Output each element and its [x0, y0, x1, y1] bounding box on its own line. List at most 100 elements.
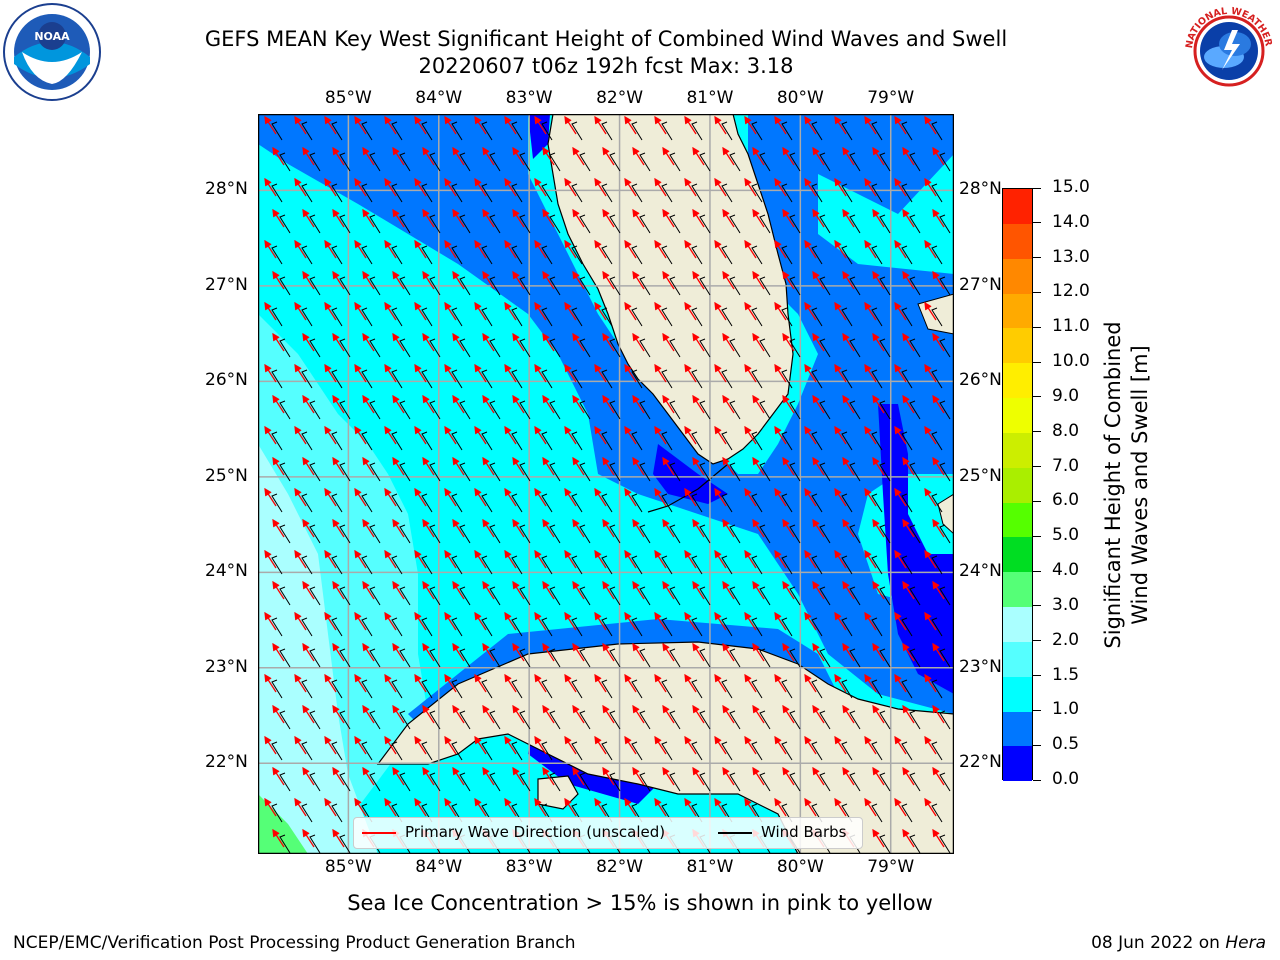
vector-cell [534, 549, 553, 575]
wave-arrow [932, 146, 945, 166]
vector-cell [774, 301, 793, 327]
wave-arrow [654, 115, 667, 135]
lat-label-right: 22°N [959, 752, 1002, 773]
wind-barb [421, 245, 433, 265]
vector-cell [872, 394, 891, 420]
vector-cell [294, 549, 313, 575]
vector-cell [812, 766, 831, 792]
wave-arrow [534, 239, 547, 259]
wind-barb [811, 307, 823, 327]
colorbar-segment [1003, 397, 1032, 433]
wave-arrow [542, 518, 555, 538]
wave-arrow [782, 332, 795, 352]
vector-cell [294, 797, 313, 823]
wind-barb [391, 183, 403, 203]
wave-arrow [534, 363, 547, 383]
wave-arrow [324, 487, 337, 507]
wind-barb [369, 710, 381, 730]
wave-arrow [332, 704, 345, 724]
vector-cell [932, 394, 951, 420]
wave-arrow [482, 642, 495, 662]
vector-cell [872, 642, 891, 668]
wave-arrow [332, 766, 345, 786]
wave-arrow [654, 239, 667, 259]
wave-arrow [354, 115, 367, 135]
wind-barb [571, 617, 583, 637]
wave-arrow [894, 425, 907, 445]
vector-cell [684, 611, 703, 637]
lat-label-left: 26°N [205, 370, 248, 391]
wind-barb [601, 741, 613, 761]
wave-arrow [774, 549, 787, 569]
vector-cell [572, 580, 591, 606]
vector-cell [474, 487, 493, 513]
vector-cell [872, 766, 891, 792]
vector-cell [722, 270, 741, 296]
vector-cell [894, 239, 913, 265]
wave-arrow [414, 425, 427, 445]
wave-arrow [872, 394, 885, 414]
vector-cell [422, 518, 441, 544]
wave-arrow [602, 642, 615, 662]
wind-barb [579, 338, 591, 358]
wave-arrow [902, 146, 915, 166]
wave-arrow [452, 704, 465, 724]
vector-cell [542, 332, 561, 358]
wind-barb [631, 369, 643, 389]
wave-arrow [602, 704, 615, 724]
wave-arrow [264, 115, 277, 135]
wave-arrow [804, 797, 817, 817]
wave-arrow [332, 394, 345, 414]
wave-arrow [362, 704, 375, 724]
vector-cell [752, 332, 771, 358]
wave-arrow [774, 735, 787, 755]
vector-cell [572, 332, 591, 358]
vector-cell [662, 394, 681, 420]
wind-barb [451, 741, 463, 761]
wave-arrow [624, 487, 637, 507]
wave-arrow [894, 239, 907, 259]
wave-arrow [474, 301, 487, 321]
wave-arrow [632, 456, 645, 476]
vector-cell [302, 580, 321, 606]
wave-arrow [692, 456, 705, 476]
wave-arrow [812, 704, 825, 724]
vector-cell [482, 766, 501, 792]
wave-arrow [782, 580, 795, 600]
wind-barb [451, 245, 463, 265]
wave-arrow [414, 301, 427, 321]
vector-cell [624, 177, 643, 203]
vector-cell [444, 735, 463, 761]
wind-barb [489, 524, 501, 544]
vector-cell [842, 518, 861, 544]
vector-cell [332, 642, 351, 668]
vector-cell [414, 549, 433, 575]
wind-barb [721, 307, 733, 327]
wind-barb [331, 431, 343, 451]
wind-barb [939, 524, 951, 544]
wave-arrow [474, 487, 487, 507]
wind-barb [939, 586, 951, 606]
wave-arrow [534, 797, 547, 817]
wave-arrow [542, 766, 555, 786]
vector-cell [414, 797, 433, 823]
wave-arrow [924, 363, 937, 383]
vector-cell [714, 177, 733, 203]
vector-cell [504, 115, 523, 141]
vector-cell [902, 208, 921, 234]
wave-arrow [662, 146, 675, 166]
vector-cell [504, 735, 523, 761]
wave-arrow [572, 456, 585, 476]
wind-barb [301, 803, 313, 823]
wind-barb [751, 493, 763, 513]
wind-barb [931, 493, 943, 513]
wind-barb [279, 772, 291, 792]
wave-arrow [632, 270, 645, 290]
wind-barb [421, 803, 433, 823]
wind-barb [511, 617, 523, 637]
wind-barb [931, 741, 943, 761]
vector-cell [872, 146, 891, 172]
wind-barb [601, 555, 613, 575]
wind-barb [751, 555, 763, 575]
wind-barb [459, 338, 471, 358]
